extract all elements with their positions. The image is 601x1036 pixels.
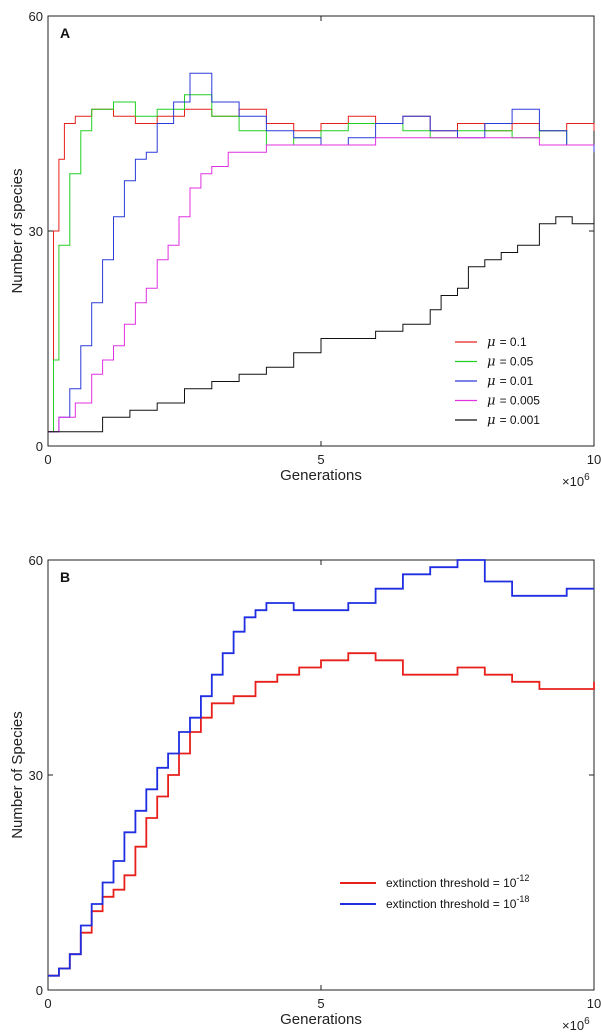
y-axis-label-a: Number of species bbox=[9, 168, 26, 293]
series-line-3 bbox=[48, 137, 594, 433]
x-tick-label: 5 bbox=[317, 996, 324, 1011]
y-axis-label-b: Number of Species bbox=[9, 711, 26, 839]
x-multiplier: ×106 bbox=[562, 1016, 590, 1033]
legend-entry: μ = 0.005 bbox=[487, 394, 540, 409]
legend-entry: extinction threshold = 10-12 bbox=[386, 873, 529, 890]
y-tick-label: 0 bbox=[36, 439, 43, 454]
y-tick-label: 60 bbox=[29, 553, 43, 568]
plot-frame bbox=[47, 559, 595, 991]
series-line-0 bbox=[48, 652, 595, 977]
x-tick-label: 0 bbox=[44, 452, 51, 467]
x-tick-label: 10 bbox=[587, 452, 601, 467]
legend-entry: μ = 0.1 bbox=[487, 335, 527, 350]
x-multiplier: ×106 bbox=[562, 472, 590, 489]
x-tick-label: 0 bbox=[44, 996, 51, 1011]
x-axis-label-b: Generations bbox=[280, 1011, 362, 1028]
chart-a: A Generations Number of species 0 5 10 0 30 6… bbox=[9, 9, 601, 489]
x-tick-label: 5 bbox=[317, 452, 324, 467]
y-tick-label: 30 bbox=[29, 224, 43, 239]
series-line-1 bbox=[48, 559, 594, 977]
y-tick-label: 0 bbox=[36, 983, 43, 998]
legend-entry: μ = 0.001 bbox=[487, 413, 540, 428]
legend-entry: μ = 0.05 bbox=[487, 355, 534, 370]
x-axis-label-a: Generations bbox=[280, 467, 362, 484]
x-tick-label: 10 bbox=[587, 996, 601, 1011]
y-tick-label: 60 bbox=[29, 9, 43, 24]
series-line-4 bbox=[48, 216, 595, 433]
legend-entry: μ = 0.01 bbox=[487, 374, 534, 389]
y-tick-label: 30 bbox=[29, 768, 43, 783]
panel-label-b: B bbox=[60, 569, 70, 585]
chart-b: B Generations Number of Species 0 5 10 0 30 6… bbox=[9, 553, 601, 1033]
panel-label-a: A bbox=[60, 25, 70, 41]
legend-entry: extinction threshold = 10-18 bbox=[386, 894, 529, 911]
